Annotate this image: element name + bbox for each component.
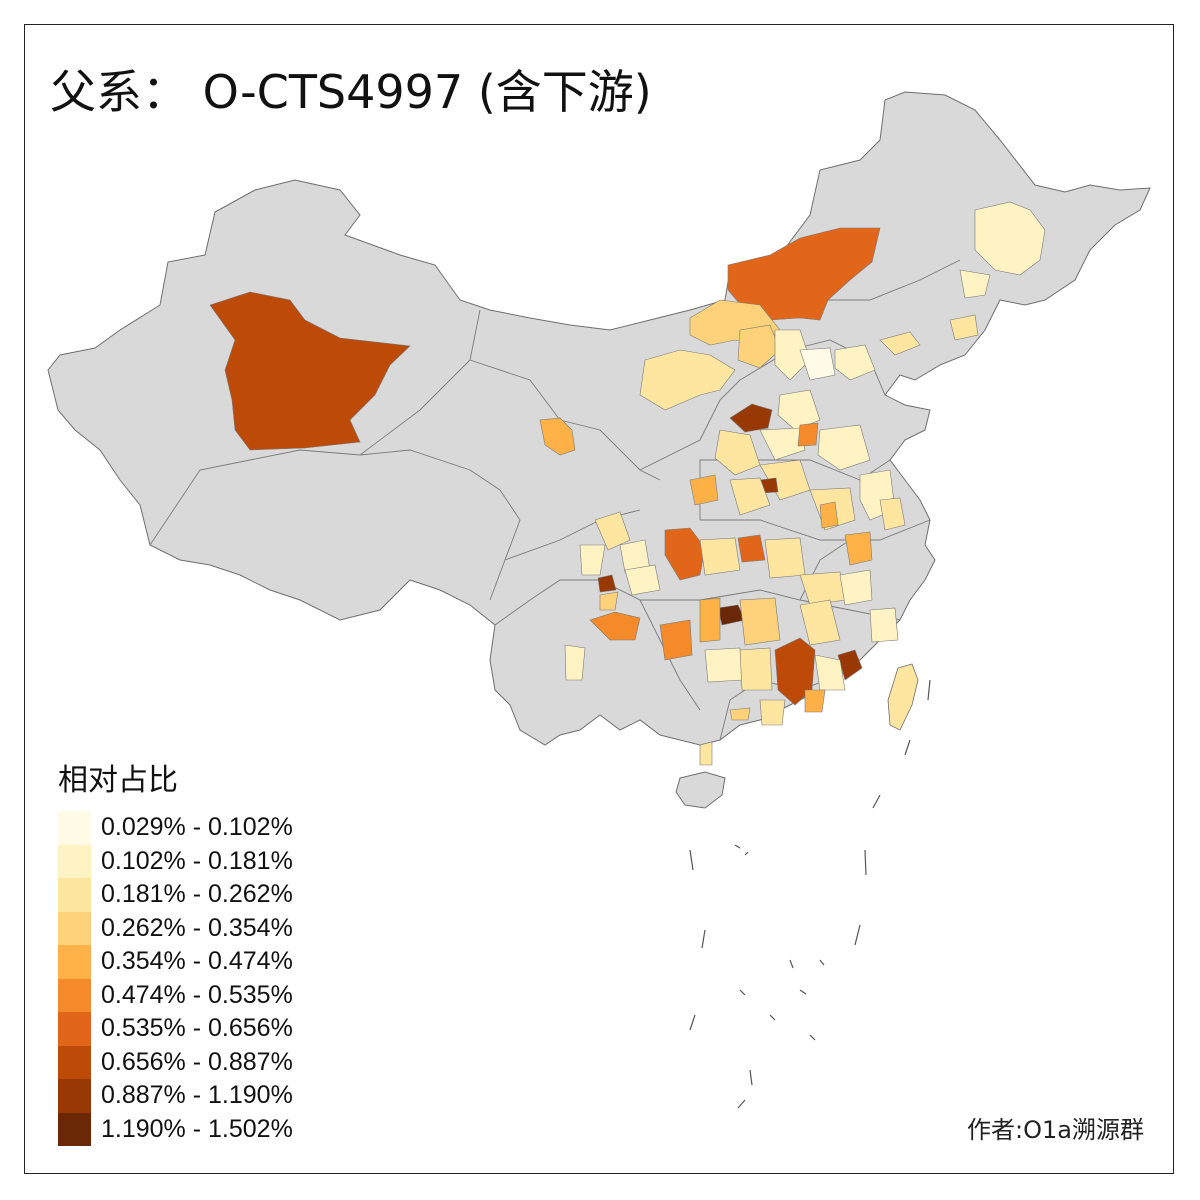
legend: 相对占比 0.029% - 0.102% 0.102% - 0.181% 0.181… — [58, 755, 293, 1146]
prefecture-region — [949, 314, 979, 341]
prefecture-region — [869, 607, 899, 643]
prefecture-region — [564, 644, 586, 681]
prefecture-region — [797, 422, 819, 447]
prefecture-region — [589, 611, 641, 641]
prefecture-region — [774, 329, 811, 381]
prefecture-region — [844, 531, 873, 566]
map-title: 父系： O-CTS4997 (含下游) — [50, 65, 652, 119]
china-mainland — [47, 91, 1151, 746]
legend-label: 0.887% - 1.190% — [101, 1081, 293, 1110]
legend-label: 0.262% - 0.354% — [101, 913, 293, 942]
province-boundaries — [149, 259, 961, 741]
prefecture-region — [759, 699, 786, 726]
legend-swatch — [58, 1079, 91, 1113]
prefecture-region — [704, 647, 743, 683]
legend-item: 0.029% - 0.102% — [58, 811, 293, 845]
legend-item: 0.887% - 1.190% — [58, 1079, 293, 1113]
prefecture-region — [959, 269, 991, 299]
prefecture-region — [664, 527, 706, 581]
south-sea-islands — [689, 679, 931, 1109]
legend-swatch — [58, 911, 91, 945]
prefecture-region — [699, 597, 721, 643]
prefecture-region — [699, 741, 713, 766]
prefecture-region — [624, 564, 661, 596]
prefecture-region — [539, 417, 576, 456]
prefecture-region — [729, 477, 771, 516]
legend-title: 相对占比 — [58, 763, 178, 798]
hainan-island — [675, 771, 726, 809]
prefecture-region — [799, 599, 841, 646]
legend-item: 0.262% - 0.354% — [58, 911, 293, 945]
prefecture-region — [974, 201, 1046, 276]
legend-item: 0.181% - 0.262% — [58, 878, 293, 912]
prefecture-region — [739, 647, 773, 691]
prefecture-region — [764, 537, 806, 579]
prefecture-region — [839, 569, 873, 606]
legend-item: 0.656% - 0.887% — [58, 1045, 293, 1079]
legend-swatch — [58, 945, 91, 979]
prefecture-region — [699, 537, 741, 576]
legend-label: 1.190% - 1.502% — [101, 1114, 293, 1143]
author-credit: 作者:O1a溯源群 — [967, 1116, 1144, 1144]
prefecture-region — [737, 324, 781, 369]
base-land — [47, 91, 1151, 809]
legend-rows: 0.029% - 0.102% 0.102% - 0.181% 0.181% - 0… — [58, 811, 293, 1146]
legend-label: 0.181% - 0.262% — [101, 880, 293, 909]
prefecture-region — [689, 474, 719, 506]
prefecture-region — [817, 424, 871, 471]
prefecture-region — [599, 591, 619, 611]
legend-swatch — [58, 878, 91, 912]
prefecture-region — [579, 544, 606, 576]
map-frame — [24, 24, 1174, 1174]
prefecture-region — [739, 597, 781, 646]
prefecture-region — [804, 689, 826, 713]
legend-swatch — [58, 844, 91, 878]
legend-swatch — [58, 1045, 91, 1079]
legend-label: 0.535% - 0.656% — [101, 1014, 293, 1043]
legend-item: 0.474% - 0.535% — [58, 978, 293, 1012]
prefecture-region — [714, 429, 761, 476]
legend-label: 0.102% - 0.181% — [101, 846, 293, 875]
prefecture-region — [729, 707, 751, 721]
prefecture-region — [819, 501, 839, 529]
prefecture-region — [594, 511, 631, 551]
taiwan — [887, 663, 919, 731]
prefecture-region — [879, 331, 921, 356]
prefecture-region — [659, 619, 693, 661]
legend-item: 0.102% - 0.181% — [58, 844, 293, 878]
prefecture-region — [799, 347, 836, 381]
legend-swatch — [58, 1012, 91, 1046]
prefecture-regions — [209, 201, 1046, 766]
legend-swatch — [58, 978, 91, 1012]
prefecture-region — [834, 344, 876, 381]
legend-item: 0.354% - 0.474% — [58, 945, 293, 979]
prefecture-region — [639, 349, 736, 411]
legend-label: 0.656% - 0.887% — [101, 1047, 293, 1076]
prefecture-region — [837, 649, 863, 681]
legend-item: 1.190% - 1.502% — [58, 1112, 293, 1146]
prefecture-region — [759, 427, 806, 461]
prefecture-region — [209, 291, 411, 451]
prefecture-region — [737, 534, 766, 563]
legend-item: 0.535% - 0.656% — [58, 1012, 293, 1046]
legend-label: 0.354% - 0.474% — [101, 947, 293, 976]
legend-label: 0.474% - 0.535% — [101, 980, 293, 1009]
legend-swatch — [58, 1112, 91, 1146]
prefecture-region — [597, 574, 617, 593]
legend-label: 0.029% - 0.102% — [101, 813, 293, 842]
prefecture-region — [879, 497, 906, 531]
legend-swatch — [58, 811, 91, 845]
prefecture-region — [814, 654, 846, 691]
prefecture-region — [729, 403, 773, 433]
